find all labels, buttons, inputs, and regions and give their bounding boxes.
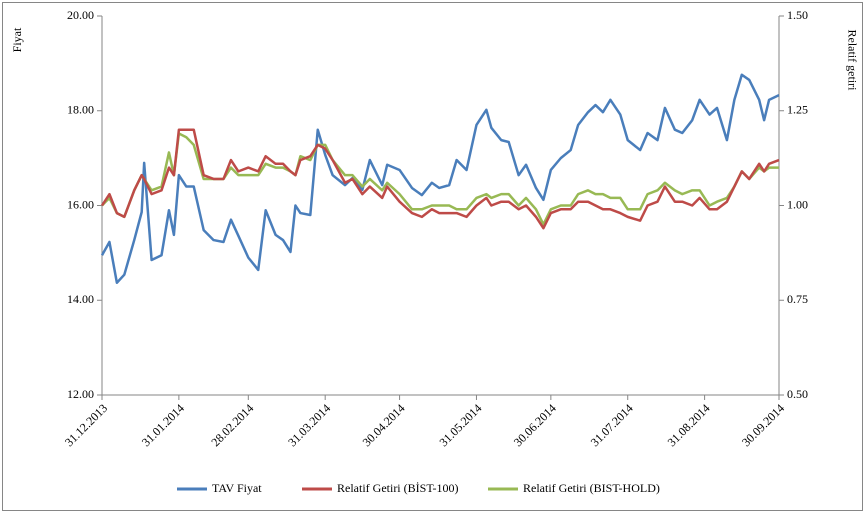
y-tick-label: 20.00 [67, 8, 94, 22]
y2-tick-label: 0.50 [787, 387, 808, 401]
y-tick-label: 18.00 [67, 103, 94, 117]
series-line [100, 128, 780, 230]
series-line [100, 73, 780, 284]
y2-tick-label: 1.00 [787, 197, 808, 211]
y2-tick-label: 1.50 [787, 8, 808, 22]
y2-tick-label: 0.75 [787, 292, 808, 306]
legend-label: Relatif Getiri (BIST-HOLD) [523, 481, 660, 495]
y-tick-label: 12.00 [67, 387, 94, 401]
series-line [101, 132, 779, 226]
legend-label: TAV Fiyat [212, 481, 262, 495]
y2-tick-label: 1.25 [787, 103, 808, 117]
legend-label: Relatif Getiri (BİST-100) [337, 481, 459, 495]
y-tick-label: 14.00 [67, 292, 94, 306]
y2-axis-label: Relatif getiri [845, 30, 859, 92]
y-tick-label: 16.00 [67, 197, 94, 211]
y-axis-label: Fiyat [10, 27, 24, 52]
